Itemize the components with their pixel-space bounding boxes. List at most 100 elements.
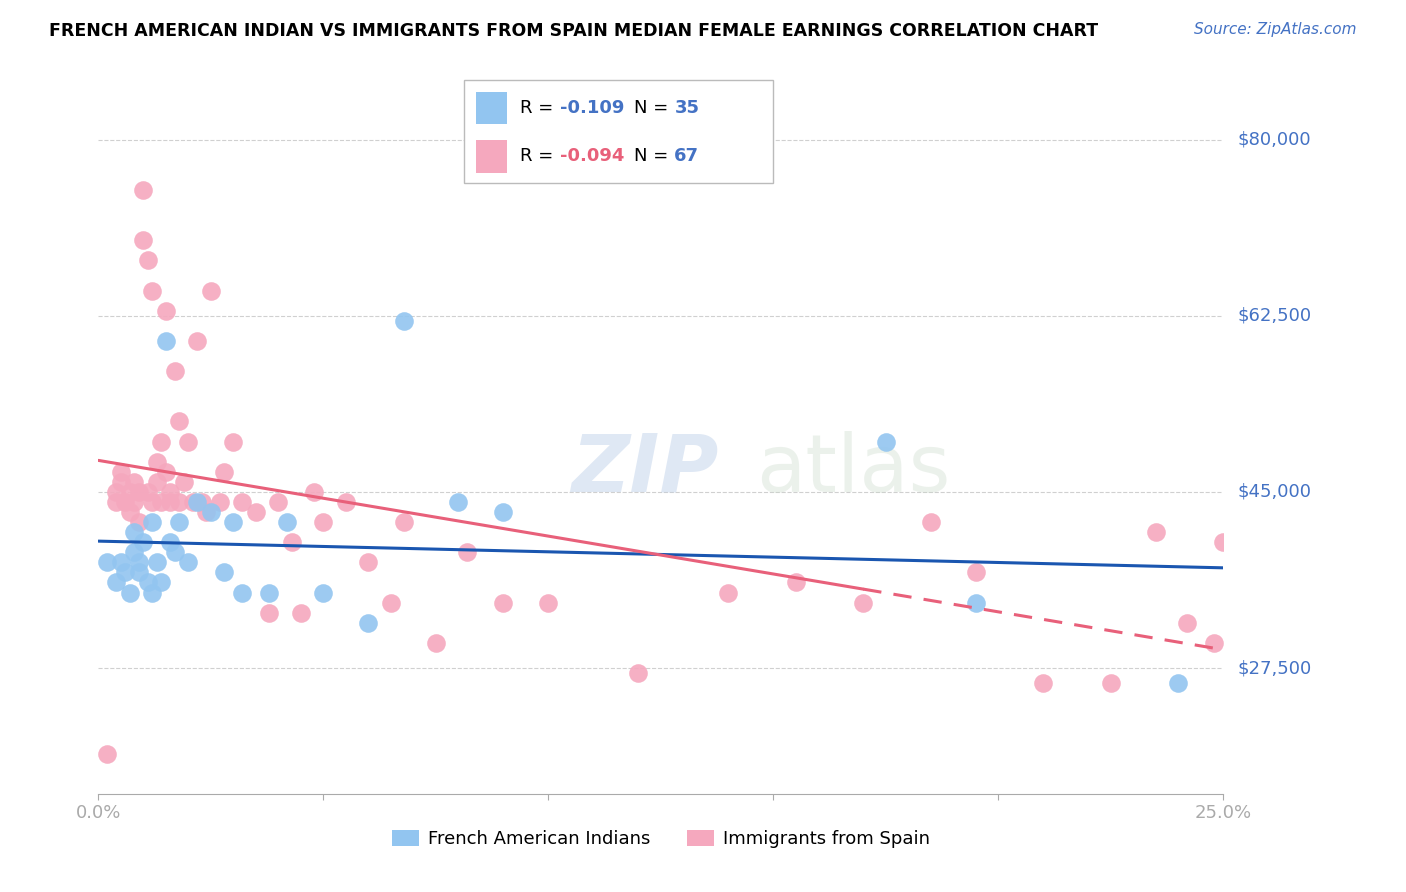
Text: R =: R = [520,99,558,117]
Point [96,555,118,569]
Point [141,284,163,298]
Point [177,434,200,449]
Point [105,575,128,590]
Text: N =: N = [634,147,673,165]
Point [105,495,128,509]
Point [132,233,155,247]
Point [290,606,312,620]
Point [259,585,281,599]
Text: -0.094: -0.094 [560,147,624,165]
Point [146,555,169,569]
Point [785,575,807,590]
Point [717,585,740,599]
Point [380,596,402,610]
Point [1204,636,1226,650]
Point [155,465,177,479]
Point [852,596,875,610]
Point [200,284,222,298]
Point [110,555,132,569]
Point [124,525,146,540]
Point [128,484,150,499]
Point [214,465,236,479]
Point [114,566,136,580]
Point [208,495,231,509]
Point [186,495,208,509]
Point [141,585,163,599]
Point [173,475,195,489]
Point [312,515,335,529]
Bar [477,140,508,173]
Point [132,183,155,197]
Point [195,505,218,519]
Point [105,484,128,499]
Point [281,535,304,549]
Point [231,585,253,599]
Point [267,495,290,509]
Point [304,484,326,499]
Point [965,596,987,610]
Point [492,596,515,610]
Text: FRENCH AMERICAN INDIAN VS IMMIGRANTS FROM SPAIN MEDIAN FEMALE EARNINGS CORRELATI: FRENCH AMERICAN INDIAN VS IMMIGRANTS FRO… [49,22,1098,40]
Point [163,364,186,378]
Point [177,555,200,569]
Point [124,495,146,509]
Point [169,495,191,509]
Point [394,515,416,529]
Point [222,515,245,529]
Point [150,495,173,509]
Point [231,495,253,509]
Point [110,465,132,479]
Point [146,455,169,469]
Point [627,666,650,681]
Text: -0.109: -0.109 [560,99,624,117]
Point [357,615,380,630]
Point [492,505,515,519]
Point [128,566,150,580]
Text: $27,500: $27,500 [1237,659,1312,677]
Text: R =: R = [520,147,558,165]
Point [169,515,191,529]
Text: ZIP: ZIP [571,431,718,508]
Point [169,414,191,428]
Text: $80,000: $80,000 [1237,130,1310,149]
Point [276,515,298,529]
Bar [477,92,508,124]
Text: N =: N = [634,99,673,117]
Point [155,303,177,318]
Point [110,475,132,489]
Point [150,575,173,590]
Point [118,505,141,519]
Point [245,505,267,519]
Point [259,606,281,620]
Point [114,495,136,509]
Point [181,495,204,509]
Point [1032,676,1054,690]
Point [159,484,181,499]
Point [124,545,146,559]
Point [136,253,159,268]
Point [1144,525,1167,540]
Point [1099,676,1122,690]
Point [456,545,478,559]
Text: 35: 35 [675,99,699,117]
Point [150,434,173,449]
Point [96,747,118,761]
Text: $62,500: $62,500 [1237,307,1312,325]
Point [191,495,214,509]
Point [186,334,208,348]
Point [222,434,245,449]
Point [163,545,186,559]
Point [159,535,181,549]
Point [141,495,163,509]
Point [159,495,181,509]
Point [128,555,150,569]
Point [1167,676,1189,690]
Text: Source: ZipAtlas.com: Source: ZipAtlas.com [1194,22,1357,37]
Point [447,495,470,509]
Point [335,495,357,509]
FancyBboxPatch shape [464,80,773,183]
Point [1212,535,1234,549]
Legend: French American Indians, Immigrants from Spain: French American Indians, Immigrants from… [385,822,936,855]
Point [425,636,447,650]
Point [136,484,159,499]
